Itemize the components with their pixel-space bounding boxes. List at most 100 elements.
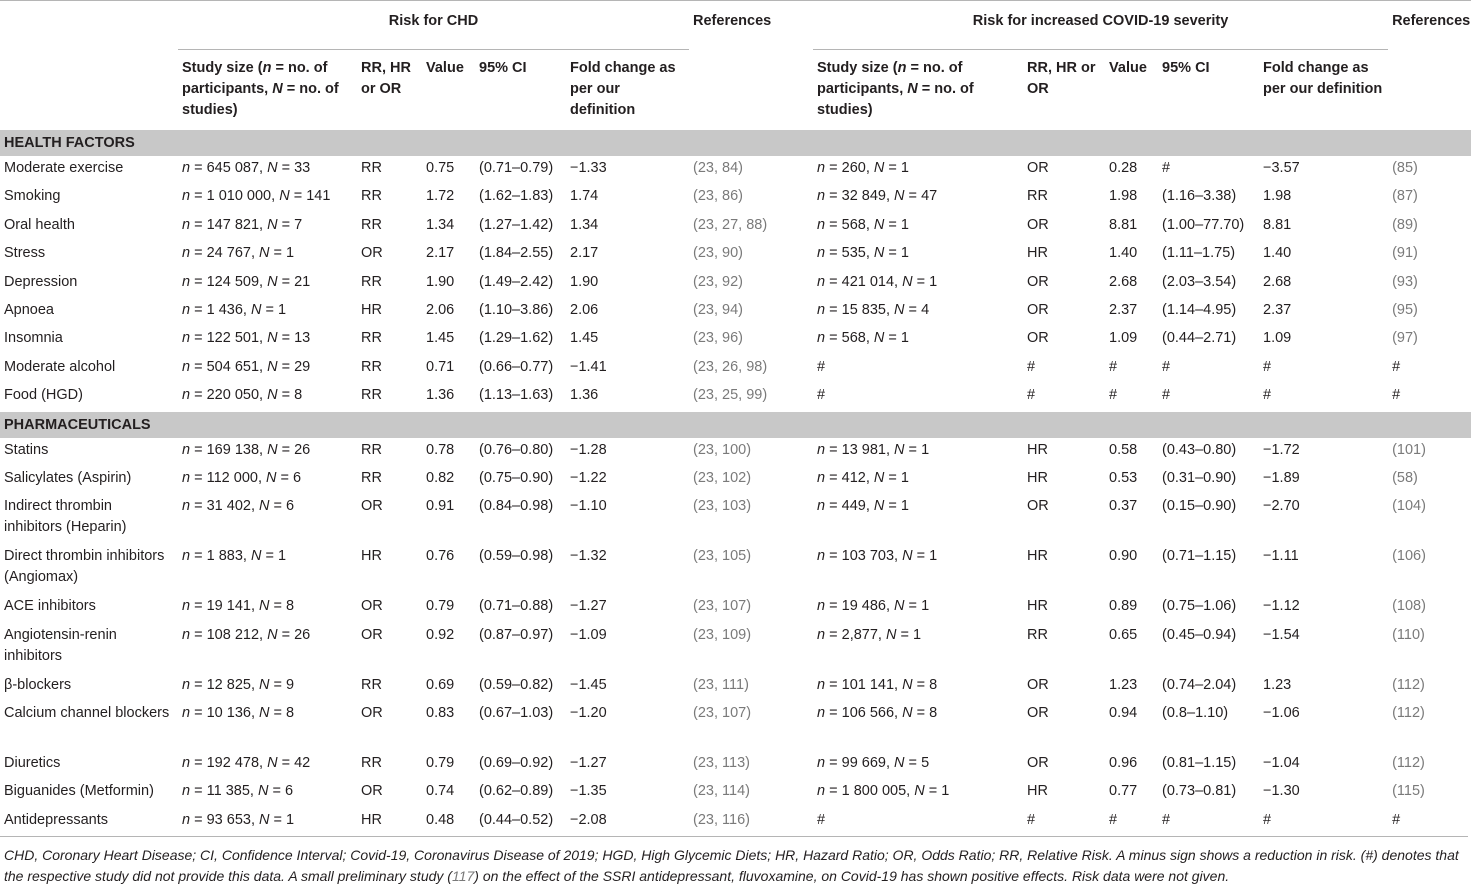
chd-fold-change: 1.90 [570,273,599,290]
chd-study-size: n = 645 087, N = 33 [182,160,311,176]
covid-study-size: n = 535, N = 1 [817,245,909,262]
covid-measure: # [1027,358,1036,375]
chd-references[interactable]: (23, 86) [693,188,743,205]
section-title: HEALTH FACTORS [0,130,1471,156]
chd-measure: OR [361,245,383,262]
chd-references[interactable]: (23, 107) [693,598,752,615]
studies-count: 1 [900,216,909,233]
chd-measure: RR [361,160,382,176]
covid-references[interactable]: (58) [1392,469,1418,486]
col-header-cov-study-size: Study size (n = no. of participants, N =… [817,60,974,118]
chd-references[interactable]: (23, 114) [693,783,750,800]
covid-references[interactable]: (106) [1392,548,1426,565]
studies-count: 8 [294,387,303,404]
chd-references[interactable]: (23, 94) [693,301,743,318]
studies-count: 33 [294,160,311,176]
chd-references[interactable]: (23, 84) [693,160,743,176]
group-header-references-1: References [693,13,772,29]
chd-references[interactable]: (23, 113) [693,755,750,772]
factor-label: Salicylates (Aspirin) [4,469,132,486]
chd-references[interactable]: (23, 102) [693,469,752,486]
chd-study-size: n = 31 402, N = 6 [182,498,295,515]
covid-ci: (0.74–2.04) [1162,676,1237,693]
table-row: Oral health n = 147 821, N = 7 RR 1.34 (1.27… [0,213,1471,241]
factor-label: Moderate exercise [4,160,124,176]
section-header-row: PHARMACEUTICALS [0,411,1471,438]
covid-ci: (1.16–3.38) [1162,188,1237,205]
covid-references[interactable]: (112) [1392,705,1425,722]
covid-ci: (0.31–0.90) [1162,469,1237,486]
participants-count: 103 703 [841,548,895,565]
chd-references[interactable]: (23, 109) [693,626,752,643]
table-row: Salicylates (Aspirin) n = 112 000, N = 6 R… [0,466,1471,494]
group-header-chd: Risk for CHD [178,0,690,50]
covid-references[interactable]: (115) [1392,783,1425,800]
table-row: Food (HGD) n = 220 050, N = 8 RR 1.36 (1.13–… [0,383,1471,411]
chd-fold-change: −1.09 [570,626,607,643]
chd-references[interactable]: (23, 107) [693,705,752,722]
chd-ci: (1.84–2.55) [479,245,554,262]
chd-ci: (1.27–1.42) [479,216,554,233]
covid-references[interactable]: (85) [1392,160,1418,176]
covid-references[interactable]: (110) [1392,626,1425,643]
chd-study-size: n = 192 478, N = 42 [182,755,311,772]
participants-count: 412 [841,469,866,486]
chd-references[interactable]: (23, 25, 99) [693,387,768,404]
covid-value: # [1109,358,1118,375]
chd-ci: (0.59–0.98) [479,548,554,565]
covid-references[interactable]: (87) [1392,188,1418,205]
chd-fold-change: −2.08 [570,811,607,828]
chd-references[interactable]: (23, 92) [693,273,743,290]
covid-measure: # [1027,811,1036,828]
covid-references[interactable]: (91) [1392,245,1418,262]
chd-references[interactable]: (23, 111) [693,676,749,693]
covid-references[interactable]: (104) [1392,498,1426,515]
chd-ci: (0.84–0.98) [479,498,554,515]
covid-references[interactable]: (89) [1392,216,1418,233]
covid-study-size: n = 13 981, N = 1 [817,441,930,458]
table-row: Apnoea n = 1 436, N = 1 HR 2.06 (1.10–3.86) 2… [0,298,1471,326]
chd-fold-change: −1.27 [570,598,607,615]
factor-label: Depression [4,273,78,290]
chd-references[interactable]: (23, 96) [693,330,743,347]
participants-count: 101 141 [841,676,895,693]
covid-references[interactable]: (108) [1392,598,1426,615]
covid-measure: OR [1027,273,1049,290]
chd-references[interactable]: (23, 100) [693,441,752,458]
chd-fold-change: 1.45 [570,330,599,347]
covid-references[interactable]: (93) [1392,273,1418,290]
covid-references[interactable]: (95) [1392,301,1418,318]
studies-count: 42 [294,755,311,772]
covid-value: 0.65 [1109,626,1138,643]
covid-measure: # [1027,387,1036,404]
chd-value: 0.48 [426,811,455,828]
chd-references[interactable]: (23, 27, 88) [693,216,768,233]
chd-fold-change: 1.34 [570,216,599,233]
chd-references[interactable]: (23, 116) [693,811,750,828]
studies-count: 141 [306,188,331,205]
covid-references[interactable]: (101) [1392,441,1426,458]
covid-fold-change: 8.81 [1263,216,1292,233]
chd-value: 1.34 [426,216,455,233]
footnote-ref[interactable]: 117 [451,868,475,885]
chd-references[interactable]: (23, 90) [693,245,743,262]
chd-references[interactable]: (23, 26, 98) [693,358,768,375]
chd-ci: (0.62–0.89) [479,783,554,800]
chd-value: 0.83 [426,705,455,722]
participants-count: 12 825 [206,676,251,693]
covid-measure: HR [1027,245,1048,262]
covid-measure: HR [1027,469,1048,486]
chd-study-size: n = 124 509, N = 21 [182,273,311,290]
chd-references[interactable]: (23, 103) [693,498,752,515]
covid-references[interactable]: (112) [1392,676,1425,693]
participants-count: 10 136 [206,705,251,722]
chd-references[interactable]: (23, 105) [693,548,752,565]
chd-ci: (1.49–2.42) [479,273,554,290]
covid-value: 2.68 [1109,273,1138,290]
factor-label: Insomnia [4,330,63,347]
studies-count: 26 [294,626,311,643]
covid-references[interactable]: (112) [1392,755,1425,772]
covid-references[interactable]: (97) [1392,330,1418,347]
participants-count: 192 478 [206,755,260,772]
covid-fold-change: −1.89 [1263,469,1300,486]
